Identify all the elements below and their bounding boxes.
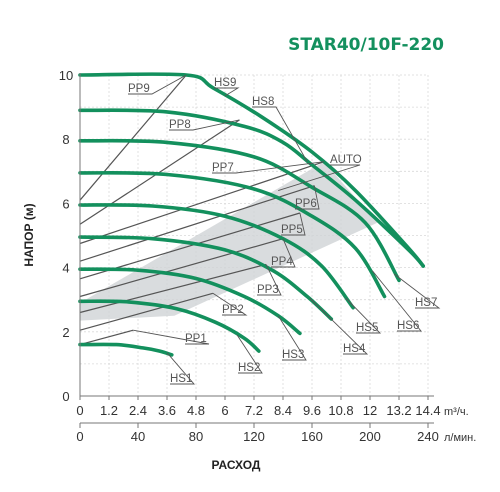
x-tick-label-bottom: 160 bbox=[301, 429, 323, 444]
curve-label-hs6: HS6 bbox=[397, 320, 419, 332]
leader-line-pp6 bbox=[295, 185, 320, 210]
auto-region-band bbox=[80, 161, 378, 321]
curve-label-pp1: PP1 bbox=[185, 333, 207, 345]
x-tick-label-top: 7.2 bbox=[245, 403, 263, 418]
y-tick-label: 2 bbox=[62, 325, 69, 340]
speed-curve-hs6 bbox=[78, 171, 387, 299]
x-tick-label-bottom: 240 bbox=[417, 429, 439, 444]
curve-label-pp7: PP7 bbox=[212, 162, 234, 174]
x-tick-label-top: 3.6 bbox=[158, 403, 176, 418]
leader-line-hs6 bbox=[372, 270, 422, 332]
pressure-line-pp3 bbox=[79, 263, 267, 314]
x-tick-label-top: 14.4 bbox=[415, 403, 440, 418]
leader-line-hs1 bbox=[166, 352, 195, 385]
x-tick-label-top: 13.2 bbox=[386, 403, 411, 418]
curve-label-hs3: HS3 bbox=[282, 349, 304, 361]
y-tick-label: 6 bbox=[62, 196, 69, 211]
leader-line-hs8 bbox=[252, 106, 308, 162]
x-axis-label: РАСХОД bbox=[212, 458, 261, 472]
axes: 0 2 4 6 8 10 0 1.2 2.4 3.6 4.8 6 7.2 8.4 9.6 10.8 12 13.2… bbox=[59, 68, 441, 444]
pressure-line-pp7 bbox=[79, 161, 325, 245]
pressure-line-pp1 bbox=[79, 329, 134, 346]
x-tick-label-top: 8.4 bbox=[274, 403, 292, 418]
leader-line-hs7 bbox=[393, 273, 441, 309]
y-tick-label: 4 bbox=[62, 261, 69, 276]
curve-label-hs8: HS8 bbox=[252, 96, 274, 108]
curve-label-hs4: HS4 bbox=[343, 343, 366, 355]
leader-line-hs9 bbox=[214, 87, 240, 97]
x-tick-label-top: 10.8 bbox=[328, 403, 353, 418]
speed-curve-hs3 bbox=[78, 267, 302, 336]
pressure-line-pp2 bbox=[79, 292, 214, 331]
speed-curve-hs4 bbox=[78, 235, 334, 321]
pressure-line-pp9 bbox=[79, 74, 187, 201]
curve-label-pp5: PP5 bbox=[281, 224, 303, 236]
x-tick-label-top: 6 bbox=[221, 403, 228, 418]
y-tick-label: 0 bbox=[62, 389, 69, 404]
curve-label-hs7: HS7 bbox=[415, 297, 437, 309]
leader-line-pp5 bbox=[281, 212, 306, 236]
x-unit-bottom: л/мин. bbox=[444, 432, 476, 444]
leader-line-auto bbox=[278, 164, 361, 192]
leader-line-hs5 bbox=[345, 297, 382, 334]
x-tick-label-bottom: 80 bbox=[189, 429, 203, 444]
curve-label-pp3: PP3 bbox=[257, 284, 279, 296]
y-tick-label: 8 bbox=[62, 132, 69, 147]
leader-line-pp4 bbox=[271, 238, 296, 268]
x-tick-label-top: 12 bbox=[363, 403, 377, 418]
leader-line-pp9 bbox=[128, 74, 187, 95]
speed-curve-hs2 bbox=[78, 299, 261, 353]
speed-curve-hs5 bbox=[78, 203, 355, 310]
x-tick-label-top: 2.4 bbox=[129, 403, 147, 418]
leader-line-pp2 bbox=[212, 292, 248, 316]
leader-line-hs2 bbox=[236, 334, 263, 374]
pressure-line-pp8 bbox=[79, 119, 240, 225]
leader-line-pp3 bbox=[257, 264, 282, 296]
chart-title: STAR40/10F-220 bbox=[288, 35, 444, 55]
x-tick-label-top: 4.8 bbox=[187, 403, 205, 418]
leader-line-pp1 bbox=[133, 329, 210, 345]
x-tick-label-bottom: 120 bbox=[243, 429, 265, 444]
x-tick-label-top: 1.2 bbox=[100, 403, 118, 418]
x-tick-label-bottom: 40 bbox=[131, 429, 145, 444]
y-axis-label: НАПОР (м) bbox=[22, 203, 36, 266]
speed-curve-hs1 bbox=[78, 342, 174, 357]
auto-region bbox=[80, 161, 378, 321]
leader-line-pp7 bbox=[212, 161, 325, 174]
x-tick-label-top: 9.6 bbox=[303, 403, 321, 418]
speed-curves bbox=[78, 72, 425, 357]
curve-label-pp9: PP9 bbox=[128, 83, 150, 95]
curve-label-hs9: HS9 bbox=[214, 77, 236, 89]
x-tick-label-bottom: 0 bbox=[76, 429, 83, 444]
curve-label-pp6: PP6 bbox=[295, 198, 317, 210]
pressure-line-pp4 bbox=[79, 238, 284, 298]
x-tick-label-bottom: 200 bbox=[359, 429, 381, 444]
leader-line-hs3 bbox=[277, 315, 307, 361]
leader-line-pp8 bbox=[169, 119, 240, 131]
y-tick-label: 10 bbox=[59, 68, 73, 83]
x-tick-label-top: 0 bbox=[76, 403, 83, 418]
curve-label-pp8: PP8 bbox=[169, 119, 191, 131]
x-unit-top: m³/ч. bbox=[444, 406, 469, 418]
curve-label-hs2: HS2 bbox=[238, 362, 260, 374]
curve-label-auto: AUTO bbox=[330, 154, 362, 166]
curve-label-pp2: PP2 bbox=[222, 304, 244, 316]
curve-label-pp4: PP4 bbox=[271, 256, 293, 268]
curve-label-hs1: HS1 bbox=[170, 373, 192, 385]
leader-line-hs4 bbox=[309, 297, 369, 355]
